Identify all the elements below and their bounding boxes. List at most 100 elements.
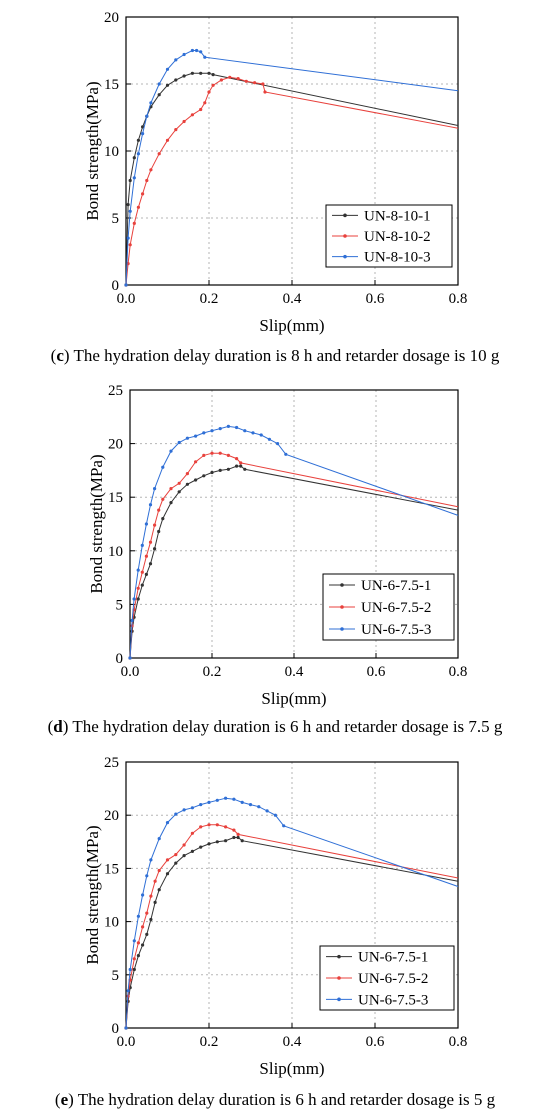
- data-point: [218, 468, 222, 472]
- data-point: [199, 845, 203, 849]
- data-point: [141, 925, 145, 929]
- series-2: [124, 75, 459, 287]
- data-point: [210, 429, 214, 433]
- y-tick-label: 0: [112, 1021, 120, 1037]
- y-tick-label: 0: [112, 278, 120, 294]
- y-tick-label: 10: [104, 915, 119, 931]
- bond-slip-chart-d: 0.0 0.2 0.4 0.6 0.8 0 5 10 15 20 25 Slip(mm) Bond st…: [87, 383, 468, 708]
- x-tick-label: 0.6: [366, 291, 385, 307]
- data-point: [182, 843, 186, 847]
- data-point: [195, 48, 199, 53]
- data-point: [165, 821, 170, 825]
- data-point: [145, 178, 149, 183]
- y-tick-label: 15: [104, 77, 119, 93]
- data-point: [161, 517, 165, 521]
- legend-label: UN-6-7.5-1: [358, 950, 428, 966]
- data-point: [148, 503, 153, 507]
- y-tick-label: 20: [108, 437, 123, 453]
- data-point: [215, 798, 219, 802]
- data-point: [226, 467, 230, 471]
- data-point: [136, 568, 140, 572]
- data-point: [141, 893, 145, 897]
- x-axis-label: Slip(mm): [259, 1059, 324, 1078]
- data-point: [149, 168, 153, 172]
- x-tick-label: 0.8: [449, 664, 468, 680]
- x-tick-label: 0.6: [366, 1034, 385, 1050]
- data-point: [190, 806, 194, 810]
- caption-letter: d: [53, 717, 63, 736]
- data-point: [177, 440, 181, 445]
- data-point: [215, 823, 219, 827]
- data-point: [182, 52, 186, 57]
- series-1: [128, 464, 459, 660]
- data-point: [232, 835, 236, 840]
- legend-label: UN-6-7.5-2: [361, 600, 431, 616]
- data-point: [243, 429, 247, 433]
- y-tick-label: 15: [108, 490, 123, 506]
- data-point: [257, 805, 261, 809]
- data-point: [148, 540, 153, 544]
- data-point: [263, 90, 267, 94]
- legend-swatch-marker: [337, 954, 341, 959]
- y-tick-label: 5: [116, 597, 124, 613]
- data-point: [157, 529, 161, 534]
- caption-letter: c: [56, 346, 64, 365]
- bond-slip-chart-c: 0.0 0.2 0.4 0.6 0.8 0 5 10 15 20 Slip(mm) Bond stre…: [83, 10, 467, 335]
- data-point: [128, 656, 132, 660]
- chart-panel-d: 0.0 0.2 0.4 0.6 0.8 0 5 10 15 20 25 Slip(mm) Bond st…: [0, 372, 550, 746]
- data-point: [194, 434, 198, 438]
- data-point: [128, 209, 132, 213]
- series-line: [129, 465, 459, 659]
- caption-text: The hydration delay duration is 6 h and …: [68, 717, 503, 736]
- data-point: [236, 835, 240, 840]
- x-tick-label: 0.0: [121, 664, 140, 680]
- data-point: [124, 1026, 128, 1030]
- data-point: [207, 71, 211, 75]
- data-point: [144, 522, 148, 526]
- data-point: [282, 824, 286, 828]
- legend-swatch-marker: [340, 583, 344, 587]
- data-point: [251, 431, 255, 435]
- data-point: [202, 453, 206, 457]
- data-point: [182, 854, 186, 858]
- data-point: [126, 989, 130, 993]
- caption-text: The hydration delay duration is 8 h and …: [69, 346, 500, 365]
- data-point: [141, 125, 145, 129]
- series-3: [124, 48, 459, 287]
- data-point: [174, 861, 178, 865]
- data-point: [157, 93, 161, 97]
- caption-text: The hydration delay duration is 6 h and …: [73, 1090, 496, 1109]
- y-axis-label: Bond strength(MPa): [87, 454, 106, 593]
- data-point: [224, 839, 228, 843]
- y-tick-label: 25: [104, 755, 119, 771]
- y-tick-label: 25: [108, 383, 123, 399]
- x-axis-label: Slip(mm): [261, 689, 326, 708]
- data-point: [207, 842, 211, 846]
- y-tick-label: 10: [108, 544, 123, 560]
- data-point: [224, 796, 228, 800]
- data-point: [144, 554, 148, 558]
- data-point: [174, 78, 178, 82]
- data-point: [145, 932, 149, 936]
- data-point: [157, 888, 161, 892]
- data-point: [261, 82, 265, 86]
- legend-label: UN-6-7.5-1: [361, 578, 431, 594]
- data-point: [169, 449, 173, 453]
- series-3: [124, 796, 459, 1030]
- data-point: [136, 914, 140, 918]
- data-point: [144, 572, 148, 576]
- data-point: [145, 911, 149, 915]
- caption-e: (e) The hydration delay duration is 6 h …: [54, 1090, 496, 1109]
- y-tick-label: 10: [104, 144, 119, 160]
- legend-label: UN-8-10-2: [364, 229, 431, 245]
- data-point: [169, 487, 173, 491]
- data-point: [136, 205, 140, 209]
- data-point: [228, 75, 232, 79]
- data-point: [185, 436, 189, 440]
- data-point: [182, 74, 186, 78]
- x-tick-label: 0.2: [200, 291, 219, 307]
- data-point: [199, 107, 203, 112]
- data-point: [145, 874, 149, 878]
- data-point: [141, 192, 145, 196]
- data-point: [284, 452, 288, 456]
